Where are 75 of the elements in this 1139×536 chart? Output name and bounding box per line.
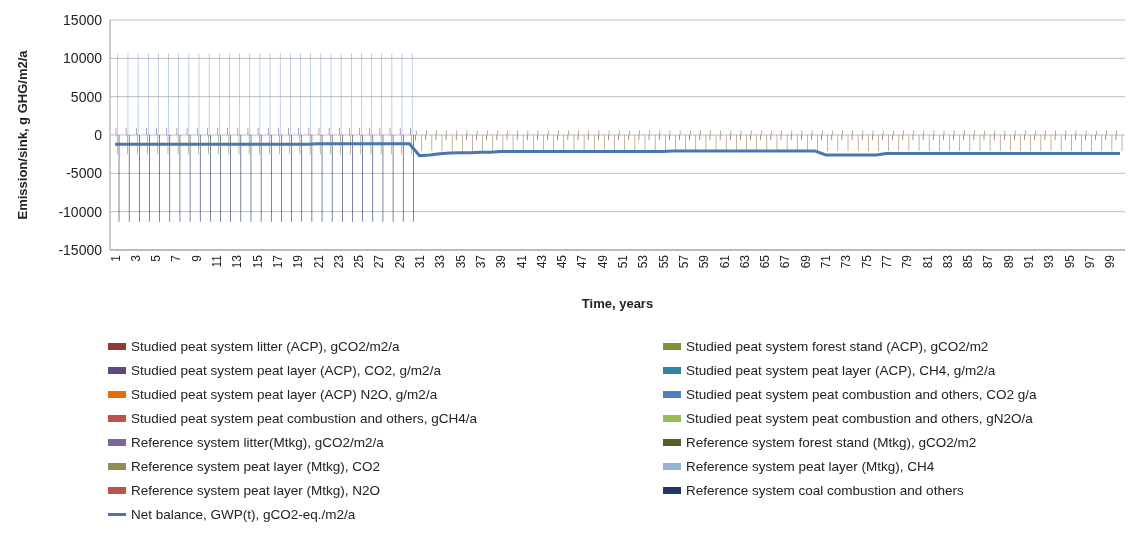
x-tick-label: 43 [534,254,549,269]
line-series [113,142,1122,158]
x-tick-label: 59 [697,254,712,269]
x-tick-label: 99 [1103,254,1118,269]
y-tick-label: 10000 [63,50,103,67]
x-tick-label: 91 [1022,254,1037,269]
x-tick-label: 69 [798,254,813,269]
x-tick-label: 89 [1001,254,1016,269]
x-tick-label: 71 [819,254,834,269]
x-tick-label: 7 [169,254,184,262]
x-tick-label: 51 [616,254,631,269]
x-tick-label: 37 [473,254,488,269]
x-tick-label: 83 [940,254,955,269]
x-tick-label: 97 [1082,254,1097,269]
x-tick-label: 3 [128,254,143,262]
x-tick-label: 39 [494,254,509,269]
x-tick-label: 17 [270,254,285,269]
x-tick-label: 21 [311,254,326,269]
x-tick-label: 5 [149,254,164,262]
x-tick-label: 67 [778,254,793,269]
x-tick-label: 81 [920,254,935,269]
legend-label: Studied peat system forest stand (ACP), gCO2/m2 [686,339,989,354]
x-tick-label: 33 [433,254,448,269]
legend-label: Reference system peat layer (Mtkg), CH4 [686,459,935,474]
y-tick-label: -5000 [66,165,103,182]
x-tick-label: 93 [1042,254,1057,269]
x-axis-title: Time, years [581,296,654,311]
x-tick-label: 95 [1062,254,1077,269]
x-tick-label: 63 [737,254,752,269]
x-tick-label: 13 [230,254,245,269]
x-tick-label: 53 [636,254,651,269]
x-tick-label: 73 [839,254,854,269]
x-tick-label: 29 [392,254,407,269]
legend-label: Studied peat system peat combustion and others, CO2 g/a [686,387,1037,402]
legend-label: Reference system litter(Mtkg), gCO2/m2/a [131,435,384,450]
y-axis-title: Emission/sink, g GHG/m2/a [14,49,30,220]
x-tick-label: 57 [676,254,691,269]
y-tick-label: -15000 [58,241,103,258]
x-tick-label: 65 [758,254,773,269]
legend-label: Studied peat system peat combustion and others, gCH4/a [131,411,477,426]
x-tick-label: 31 [413,254,428,269]
x-tick-label: 79 [900,254,915,269]
x-tick-label: 1 [108,254,123,262]
y-tick-label: 5000 [70,88,103,105]
y-tick-label: -10000 [58,203,103,220]
legend-label: Reference system forest stand (Mtkg), gCO2/m2 [686,435,977,450]
x-tick-label: 15 [250,254,265,269]
x-tick-label: 41 [514,254,529,269]
x-tick-label: 77 [879,254,894,269]
x-tick-label: 23 [331,254,346,269]
y-tick-label: 15000 [63,11,103,28]
legend-label: Reference system peat layer (Mtkg), N2O [131,483,381,498]
x-tick-label: 27 [372,254,387,269]
legend-label: Reference system peat layer (Mtkg), CO2 [131,459,381,474]
legend-label: Studied peat system peat layer (ACP), CH4, g/m2/a [686,363,996,378]
x-tick-label: 61 [717,254,732,269]
y-tick-label: 0 [94,126,103,143]
x-tick-label: 11 [210,254,225,268]
legend-label: Net balance, GWP(t), gCO2-eq./m2/a [131,507,356,522]
x-tick-label: 19 [291,254,306,269]
x-tick-label: 49 [595,254,610,269]
x-tick-label: 45 [555,254,570,269]
x-tick-label: 85 [961,254,976,269]
legend-label: Studied peat system peat layer (ACP), CO2, g/m2/a [131,363,441,378]
x-tick-label: 55 [656,254,671,269]
x-tick-label: 9 [189,254,204,262]
x-tick-label: 87 [981,254,996,269]
legend-label: Studied peat system litter (ACP), gCO2/m2/a [131,339,400,354]
legend-label: Reference system coal combustion and others [686,483,964,498]
legend-label: Studied peat system peat combustion and others, gN2O/a [686,411,1033,426]
x-tick-label: 35 [453,254,468,269]
x-tick-label: 25 [352,254,367,269]
legend-label: Studied peat system peat layer (ACP) N2O, g/m2/a [131,387,438,402]
x-tick-label: 47 [575,254,590,269]
x-tick-label: 75 [859,254,874,269]
